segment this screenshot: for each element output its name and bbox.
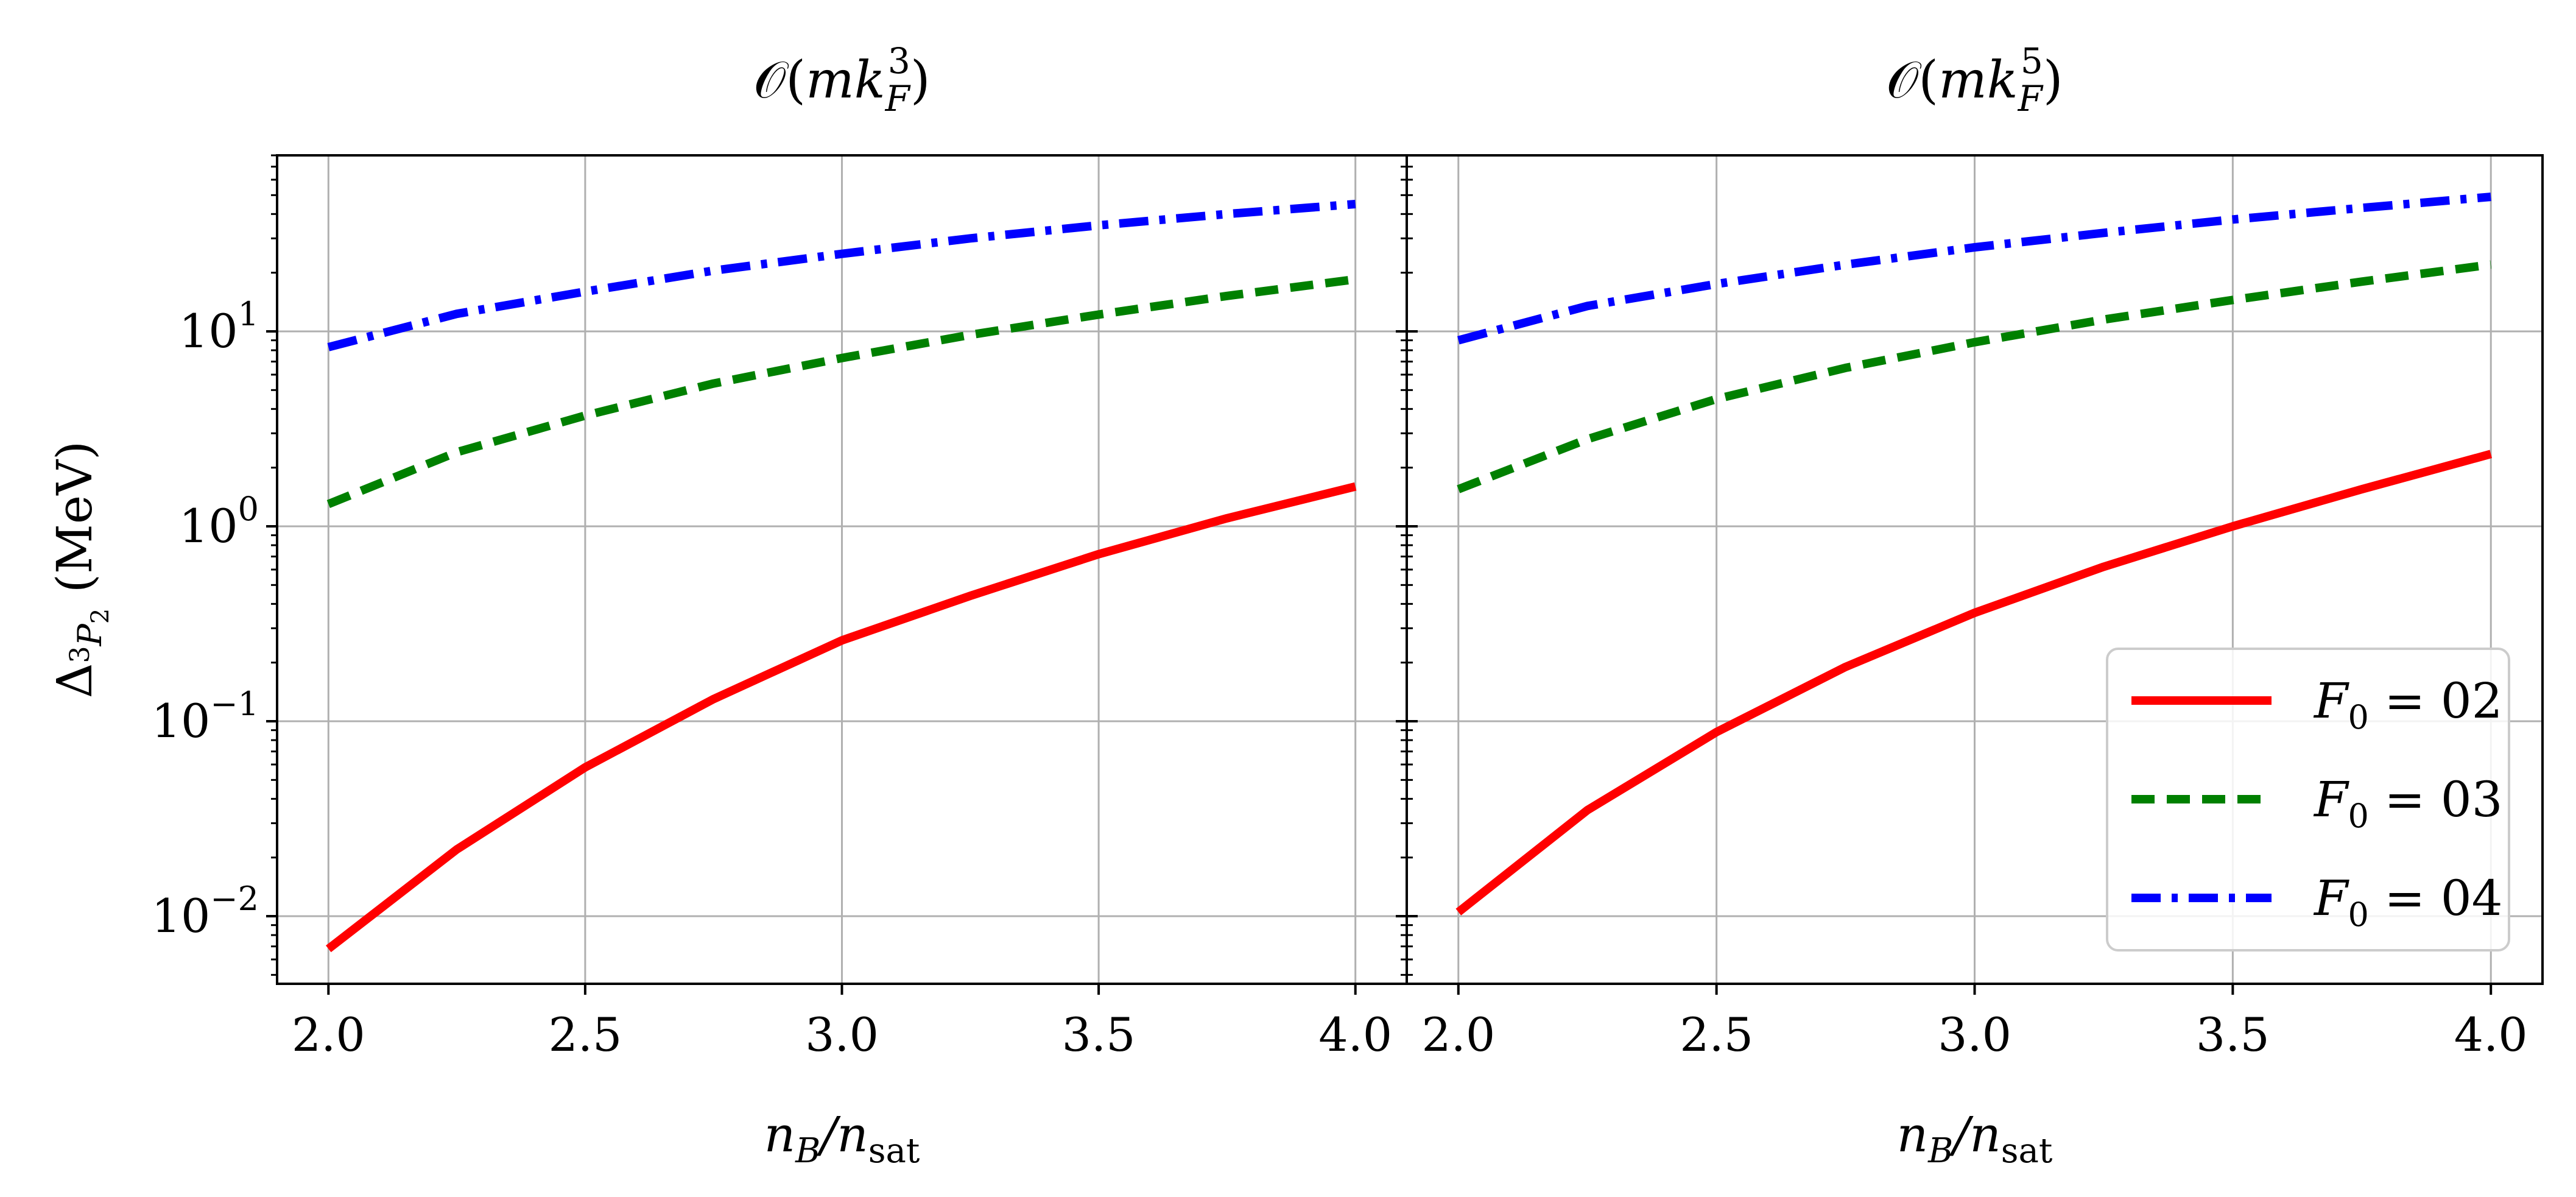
- y-tick-label: 101: [179, 295, 259, 358]
- y-tick-label: 100: [179, 490, 259, 553]
- y-tick-label: 10−2: [152, 880, 259, 943]
- x-tick-label: 3.5: [1062, 1008, 1136, 1062]
- panel-title: 𝒪(mkF5): [1886, 40, 2063, 119]
- x-tick-label: 2.0: [1421, 1008, 1495, 1062]
- legend-label-2: F0 = 03: [2313, 771, 2503, 835]
- x-tick-label: 2.0: [292, 1008, 365, 1062]
- x-tick-label: 3.5: [2196, 1008, 2270, 1062]
- y-axis-title: Δ3P2 (MeV): [46, 441, 114, 698]
- series-line-2: [326, 275, 1356, 508]
- x-tick-label: 2.5: [1680, 1008, 1753, 1062]
- x-tick-label: 3.0: [1938, 1008, 2011, 1062]
- series-line-3: [327, 200, 1356, 351]
- series-line-1: [1455, 450, 2493, 916]
- legend-label-1: F0 = 02: [2313, 673, 2503, 736]
- legend-label-3: F0 = 04: [2313, 870, 2503, 934]
- x-axis-title: nB/nsat: [764, 1106, 920, 1171]
- legend-box: [2106, 648, 2510, 952]
- x-tick-label: 4.0: [1318, 1008, 1392, 1062]
- y-tick-label: 10−1: [152, 685, 259, 748]
- legend: F0 = 02 F0 = 03 F0 = 04: [2106, 648, 2510, 952]
- x-tick-label: 3.0: [805, 1008, 879, 1062]
- chart-panel-1: 2.0 2.5 3.0 3.5 4.0 10−2 10−1 100 101 nB/nsat 𝒪(mk…: [46, 40, 1408, 1171]
- x-tick-label: 4.0: [2454, 1008, 2528, 1062]
- x-tick-label: 2.5: [548, 1008, 622, 1062]
- series-line-3: [1457, 192, 2491, 345]
- x-axis-title: nB/nsat: [1897, 1106, 2053, 1171]
- series-line-2: [1457, 260, 2492, 493]
- series-line-1: [326, 482, 1357, 953]
- panel-title: 𝒪(mkF3): [753, 40, 930, 119]
